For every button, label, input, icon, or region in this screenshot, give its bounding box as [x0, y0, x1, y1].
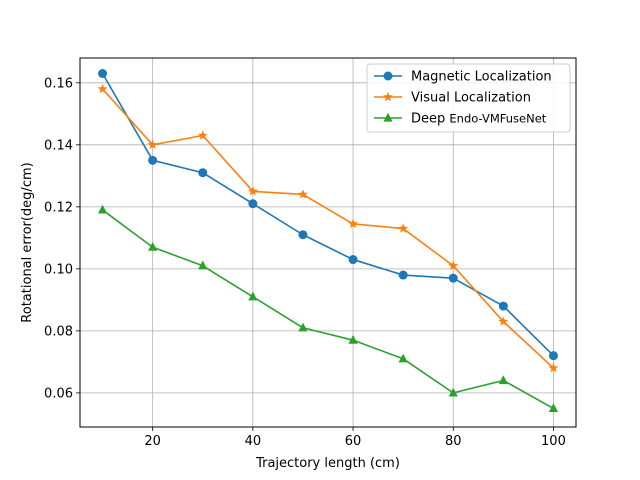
y-tick-label: 0.12 — [44, 200, 73, 215]
legend: Magnetic Localization Visual Localization… — [366, 63, 571, 133]
x-tick-label: 60 — [345, 434, 362, 449]
plot-frame — [79, 57, 577, 428]
x-axis-label: Trajectory length (cm) — [255, 456, 400, 471]
series-triangle — [97, 204, 559, 412]
data-point — [398, 353, 408, 363]
legend-item: Magnetic Localization — [374, 70, 552, 85]
data-point — [248, 291, 258, 301]
y-tick-label: 0.16 — [44, 76, 73, 91]
y-tick-label: 0.08 — [44, 324, 73, 339]
y-axis-label: Rotational error(deg/cm) — [20, 162, 35, 322]
data-point — [498, 316, 509, 326]
data-point — [398, 223, 409, 233]
x-tick-label: 40 — [245, 434, 262, 449]
x-tick-label: 80 — [445, 434, 462, 449]
data-point — [147, 139, 158, 150]
data-point — [97, 83, 108, 94]
data-point — [198, 168, 208, 178]
data-point — [448, 260, 459, 270]
legend-label: Deep Endo-VMFuseNet — [411, 112, 547, 127]
data-point — [548, 351, 558, 361]
legend-item: Deep Endo-VMFuseNet — [374, 112, 547, 127]
data-point — [197, 130, 208, 140]
data-point — [198, 260, 208, 270]
data-point — [348, 255, 358, 265]
data-point — [247, 186, 258, 196]
y-tick-label: 0.10 — [44, 262, 73, 277]
data-point — [548, 362, 559, 373]
series-line — [102, 209, 554, 410]
data-point — [98, 69, 108, 79]
data-point — [97, 204, 108, 214]
series-layer — [97, 69, 559, 412]
legend-label: Visual Localization — [411, 91, 531, 106]
legend-marker — [383, 91, 393, 102]
data-point — [248, 199, 258, 209]
data-point — [148, 241, 158, 251]
legend-marker — [383, 112, 393, 122]
axes: 20 40 60 80 100 0.06 0.08 0.10 0.12 0.14 0.16 — [44, 76, 566, 449]
data-point — [548, 403, 559, 412]
data-point — [298, 189, 308, 199]
series-circle — [98, 69, 558, 361]
y-tick-label: 0.06 — [44, 386, 73, 401]
data-point — [448, 273, 458, 283]
legend-item: Visual Localization — [374, 91, 531, 106]
data-point — [448, 387, 458, 397]
x-tick-label: 20 — [144, 434, 161, 449]
y-tick-label: 0.14 — [44, 138, 73, 153]
data-point — [348, 334, 358, 344]
series-line — [101, 88, 554, 369]
legend-box — [366, 63, 571, 133]
data-point — [298, 322, 308, 332]
series-star — [97, 83, 559, 373]
series-line — [101, 73, 555, 357]
data-point — [498, 375, 508, 385]
legend-marker — [383, 71, 393, 81]
legend-label: Magnetic Localization — [411, 70, 552, 85]
data-point — [148, 155, 158, 165]
data-point — [398, 270, 408, 280]
x-tick-label: 100 — [541, 434, 566, 449]
data-point — [498, 301, 508, 311]
data-point — [298, 230, 308, 240]
data-point — [348, 218, 358, 229]
